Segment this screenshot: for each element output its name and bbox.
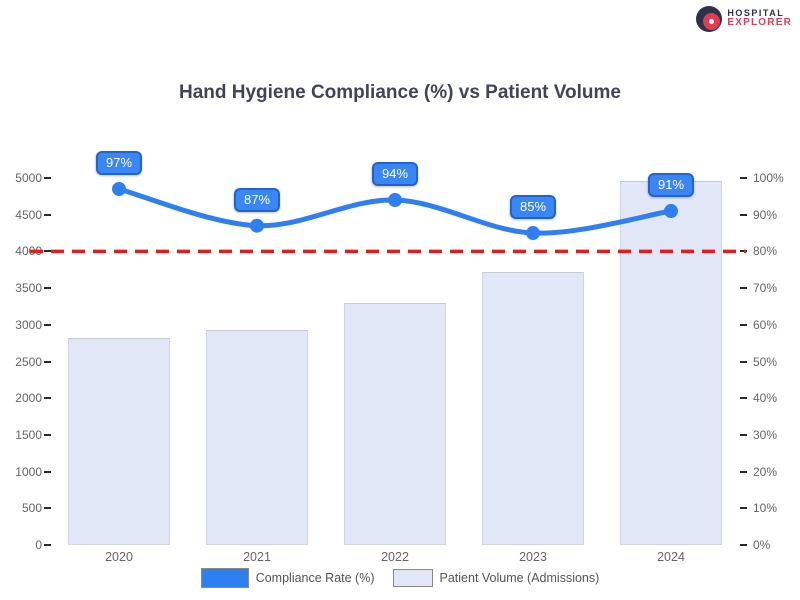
left-axis-tick-label: 0 <box>35 538 42 552</box>
left-axis-tick-label: 3000 <box>15 317 42 332</box>
data-label-badge-2022: 94% <box>371 162 419 187</box>
line-marker-2021 <box>250 218 264 233</box>
logo-dot <box>709 19 715 24</box>
right-axis-tick-mark <box>740 177 747 179</box>
x-axis-label-2024: 2024 <box>657 550 685 564</box>
right-axis-tick-label: 10% <box>753 501 778 516</box>
brand-name-line2: EXPLORER <box>727 17 792 29</box>
right-axis-tick-label: 80% <box>753 244 778 259</box>
data-label-badge-2023: 85% <box>509 195 557 220</box>
left-axis-tick-mark <box>44 397 51 400</box>
right-axis-tick-label: 20% <box>753 464 778 479</box>
left-axis-tick-mark <box>44 507 51 510</box>
line-marker-2022 <box>388 193 402 208</box>
x-axis-label-2023: 2023 <box>519 550 547 564</box>
left-axis-tick-mark <box>44 287 51 290</box>
left-axis-tick-mark <box>44 213 51 216</box>
right-axis-tick-label: 40% <box>753 391 778 406</box>
right-axis-tick-mark <box>740 544 747 546</box>
left-axis-tick-label: 1000 <box>15 464 42 479</box>
bar-2021 <box>206 329 308 545</box>
right-axis-tick-mark <box>740 507 747 510</box>
chart-legend: Compliance Rate (%) Patient Volume (Admi… <box>0 568 800 588</box>
left-axis-tick-mark <box>44 177 51 179</box>
brand-logo: HOSPITAL EXPLORER <box>696 6 792 32</box>
legend-item-patient-volume[interactable]: Patient Volume (Admissions) <box>392 569 600 587</box>
bar-2022 <box>344 302 446 545</box>
line-marker-2020 <box>112 182 126 197</box>
left-axis-tick-label: 2500 <box>15 354 42 369</box>
right-axis-tick-mark <box>740 470 747 473</box>
left-axis-tick-mark <box>44 250 51 253</box>
compliance-trend-line <box>116 186 674 236</box>
left-axis-tick-mark <box>44 544 51 546</box>
line-marker-2023 <box>526 226 540 241</box>
data-label-badge-2021: 87% <box>233 187 281 212</box>
right-axis-tick-mark <box>740 213 747 216</box>
left-axis-tick-mark <box>44 433 51 436</box>
left-axis-tick-label: 1500 <box>15 427 42 442</box>
right-axis-tick-mark <box>740 323 747 326</box>
left-axis-tick-label: 4500 <box>15 207 42 222</box>
right-axis-tick-mark <box>740 250 747 253</box>
right-axis-tick-label: 30% <box>753 427 778 442</box>
legend-label-bar-series: Patient Volume (Admissions) <box>439 571 600 585</box>
legend-label-line-series: Compliance Rate (%) <box>255 571 375 585</box>
right-axis-tick-label: 90% <box>753 207 778 222</box>
right-axis-tick-label: 60% <box>753 317 778 332</box>
chart-title: Hand Hygiene Compliance (%) vs Patient V… <box>178 82 622 103</box>
brand-wordmark: HOSPITAL EXPLORER <box>727 8 792 29</box>
bar-2024 <box>620 180 722 545</box>
right-axis-tick-label: 100% <box>753 171 784 185</box>
right-axis-tick-label: 70% <box>753 281 778 296</box>
right-axis-tick-mark <box>740 433 747 436</box>
left-axis-tick-mark <box>44 360 51 363</box>
data-label-badge-2024: 91% <box>647 173 695 198</box>
right-axis-tick-mark <box>740 360 747 363</box>
legend-swatch-line-series <box>200 568 249 588</box>
left-axis-tick-label: 5000 <box>15 171 42 185</box>
left-axis-tick-mark <box>44 470 51 473</box>
right-axis-tick-label: 0% <box>753 538 771 552</box>
left-axis-tick-label: 2000 <box>15 391 42 406</box>
brand-name-line1: HOSPITAL <box>727 8 785 19</box>
legend-swatch-bar-series <box>392 569 433 587</box>
right-axis-tick-label: 50% <box>753 354 778 369</box>
bar-2020 <box>68 338 170 545</box>
x-axis-label-2020: 2020 <box>105 550 133 564</box>
right-axis-tick-mark <box>740 287 747 290</box>
x-axis-label-2022: 2022 <box>381 550 409 564</box>
right-axis-tick-mark <box>740 397 747 400</box>
legend-item-compliance-rate[interactable]: Compliance Rate (%) <box>200 568 375 588</box>
left-axis-tick-label: 4000 <box>15 244 42 259</box>
x-axis-label-2021: 2021 <box>243 550 271 564</box>
left-axis-tick-label: 3500 <box>15 281 42 296</box>
left-axis-tick-mark <box>44 323 51 326</box>
brand-logo-icon <box>696 6 723 32</box>
left-axis-tick-label: 500 <box>21 501 42 516</box>
bar-2023 <box>482 271 584 545</box>
data-label-badge-2020: 97% <box>95 151 143 175</box>
